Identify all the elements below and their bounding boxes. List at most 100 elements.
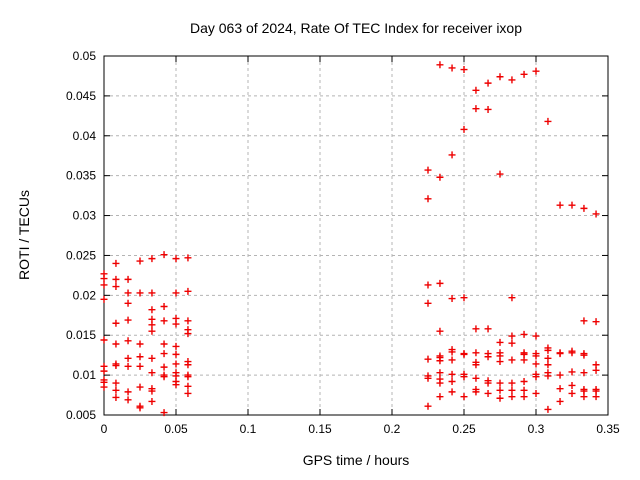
data-point xyxy=(184,330,192,338)
data-point xyxy=(160,317,168,325)
x-tick-label: 0.2 xyxy=(384,422,401,436)
data-point xyxy=(460,373,468,381)
data-point xyxy=(556,397,564,405)
data-point xyxy=(112,386,120,394)
data-point xyxy=(496,358,504,366)
x-tick-label: 0.35 xyxy=(596,422,620,436)
data-point xyxy=(436,327,444,335)
data-point xyxy=(520,70,528,78)
data-point xyxy=(148,397,156,405)
data-point xyxy=(172,381,180,389)
y-tick-label: 0.01 xyxy=(73,368,97,382)
data-point xyxy=(124,362,132,370)
data-point xyxy=(544,361,552,369)
data-point xyxy=(436,61,444,69)
data-point xyxy=(100,336,108,344)
data-point xyxy=(508,332,516,340)
data-point xyxy=(544,372,552,380)
data-point xyxy=(436,369,444,377)
y-tick-label: 0.02 xyxy=(73,288,97,302)
data-point xyxy=(484,325,492,333)
data-point xyxy=(496,394,504,402)
data-point xyxy=(172,350,180,358)
data-point xyxy=(472,349,480,357)
data-point xyxy=(160,251,168,259)
data-point xyxy=(148,387,156,395)
data-point xyxy=(100,275,108,283)
data-point xyxy=(496,170,504,178)
x-tick-label: 0.15 xyxy=(308,422,332,436)
data-point xyxy=(136,353,144,361)
data-point xyxy=(136,404,144,412)
y-tick-label: 0.015 xyxy=(66,328,96,342)
data-point xyxy=(496,379,504,387)
y-tick-label: 0.035 xyxy=(66,169,96,183)
data-point xyxy=(172,289,180,297)
data-point xyxy=(112,379,120,387)
data-point xyxy=(508,76,516,84)
data-point xyxy=(100,295,108,303)
data-point xyxy=(580,317,588,325)
data-point xyxy=(148,289,156,297)
data-point xyxy=(520,356,528,364)
data-point xyxy=(160,363,168,371)
data-point xyxy=(124,354,132,362)
chart-title: Day 063 of 2024, Rate Of TEC Index for r… xyxy=(189,20,523,36)
data-point xyxy=(580,393,588,401)
data-point xyxy=(160,409,168,417)
data-point xyxy=(508,294,516,302)
data-point xyxy=(472,86,480,94)
data-point xyxy=(496,73,504,81)
data-point xyxy=(532,360,540,368)
data-point xyxy=(568,368,576,376)
data-point xyxy=(460,66,468,74)
data-point xyxy=(520,330,528,338)
data-point xyxy=(160,350,168,358)
data-point xyxy=(568,349,576,357)
data-point xyxy=(184,382,192,390)
data-point xyxy=(112,283,120,291)
x-tick-label: 0 xyxy=(101,422,108,436)
data-point xyxy=(592,210,600,218)
data-point xyxy=(124,388,132,396)
y-tick-label: 0.03 xyxy=(73,209,97,223)
data-point xyxy=(484,389,492,397)
data-point xyxy=(160,373,168,381)
data-point xyxy=(148,306,156,314)
data-point xyxy=(484,79,492,87)
data-point xyxy=(556,371,564,379)
data-point xyxy=(460,350,468,358)
data-point xyxy=(508,356,516,364)
plot-frame xyxy=(103,55,609,416)
data-point xyxy=(436,173,444,181)
data-point xyxy=(436,357,444,365)
data-point xyxy=(172,255,180,263)
data-point xyxy=(556,350,564,358)
x-tick-label: 0.05 xyxy=(164,422,188,436)
data-point xyxy=(508,379,516,387)
data-point xyxy=(424,374,432,382)
data-point xyxy=(184,317,192,325)
data-point xyxy=(184,373,192,381)
data-point xyxy=(436,379,444,387)
data-point xyxy=(592,393,600,401)
data-point xyxy=(100,281,108,289)
data-point xyxy=(184,287,192,295)
data-point xyxy=(172,360,180,368)
data-point xyxy=(544,346,552,354)
data-point xyxy=(532,373,540,381)
data-point xyxy=(520,393,528,401)
data-point xyxy=(496,338,504,346)
data-point xyxy=(532,332,540,340)
data-point xyxy=(436,279,444,287)
data-point xyxy=(532,389,540,397)
data-point xyxy=(484,379,492,387)
data-point xyxy=(184,389,192,397)
y-tick-label: 0.005 xyxy=(66,408,96,422)
data-point xyxy=(520,386,528,394)
data-point xyxy=(148,327,156,335)
data-point xyxy=(484,353,492,361)
data-point xyxy=(148,354,156,362)
